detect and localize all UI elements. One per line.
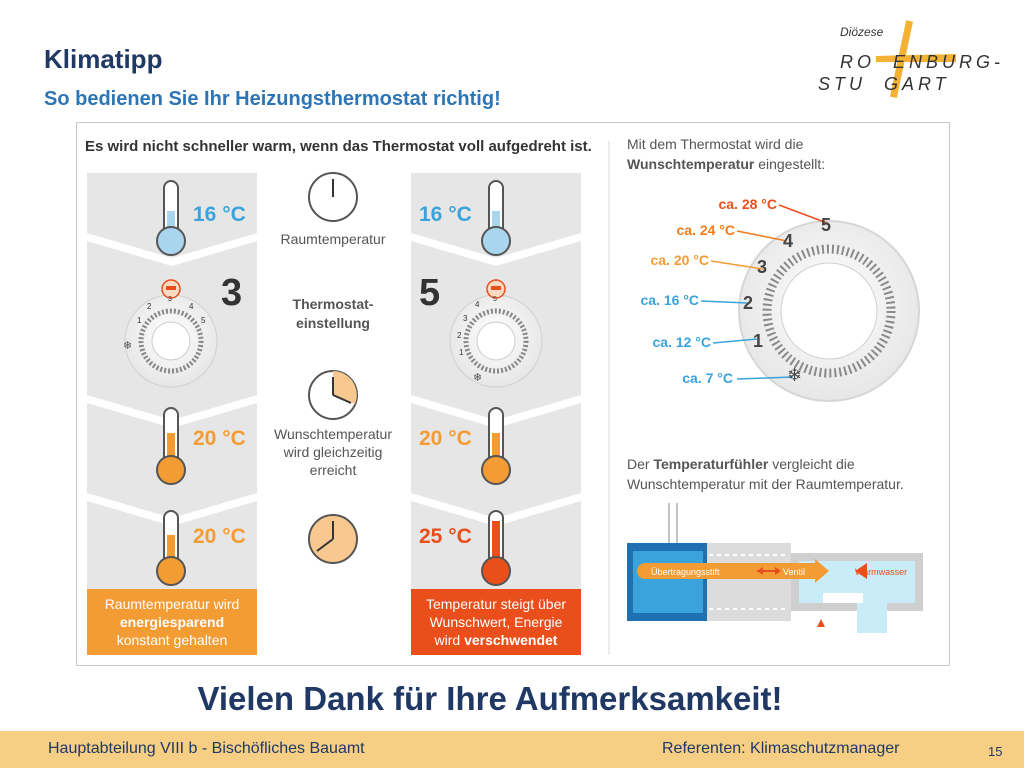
dial-number-4: 4 (783, 231, 793, 251)
diocese-logo: Diözese RO ENBURG- STU GART (818, 20, 1004, 98)
right-result-line1: Temperatur steigt über (426, 596, 566, 612)
right-setting-number: 5 (419, 272, 440, 314)
thank-you-message: Vielen Dank für Ihre Aufmerksamkeit! (197, 680, 783, 717)
dial-number-1: 1 (753, 331, 763, 351)
svg-text:4: 4 (475, 300, 480, 309)
left-result-line2: energiesparend (120, 614, 224, 630)
dial-number-2: 2 (743, 293, 753, 313)
right-temp-bottom: 25 °C (419, 525, 472, 548)
left-temp-bottom: 20 °C (193, 525, 246, 548)
label-target-1: Wunschtemperatur (274, 426, 392, 442)
right-thermometer-top (481, 180, 511, 256)
left-temp-top: 16 °C (193, 203, 246, 226)
svg-text:❄: ❄ (123, 340, 132, 352)
right-temp-mid: 20 °C (419, 427, 472, 450)
slide-title: Klimatipp (44, 44, 163, 74)
right-result-box (411, 589, 581, 655)
level-label-16: ca. 16 °C (640, 292, 699, 308)
dial-number-5: 5 (821, 215, 831, 235)
label-target-2: wird gleichzeitig (283, 444, 383, 460)
label-transfer-pin: Übertragungsstift (651, 567, 720, 577)
clock-icon-target (308, 370, 358, 420)
left-temp-mid: 20 °C (193, 427, 246, 450)
svg-text:❄: ❄ (473, 372, 482, 384)
logo-line2: RO ENBURG- (840, 52, 1004, 72)
large-thermostat-dial (738, 220, 920, 402)
right-result-line3: wird verschwendet (434, 632, 558, 648)
right-thermometer-mid (481, 407, 511, 485)
level-label-7: ca. 7 °C (682, 370, 733, 386)
left-thermometer-mid (156, 407, 186, 485)
footer-speakers: Referenten: Klimaschutzmanager (662, 740, 900, 757)
label-room-temp: Raumtemperatur (280, 231, 385, 247)
dial-intro-line1: Mit dem Thermostat wird die (627, 136, 804, 152)
level-label-12: ca. 12 °C (652, 334, 711, 350)
svg-text:4: 4 (189, 302, 194, 311)
right-result-line2: Wunschwert, Energie (430, 614, 563, 630)
level-label-20: ca. 20 °C (650, 252, 709, 268)
level-label-24: ca. 24 °C (676, 222, 735, 238)
label-setting-2: einstellung (296, 315, 370, 331)
label-target-3: erreicht (310, 462, 357, 478)
thermostat-infographic: Es wird nicht schneller warm, wenn das T… (76, 122, 950, 666)
page-number: 15 (988, 744, 1003, 759)
left-setting-number: 3 (221, 272, 242, 314)
right-thermostat-dial: 5 1 2 3 4 ❄ (449, 279, 543, 388)
svg-text:2: 2 (457, 331, 462, 340)
left-result-line3: konstant gehalten (117, 632, 228, 648)
right-thermometer-bottom (481, 510, 511, 586)
sensor-valve-diagram (627, 503, 923, 633)
svg-text:5: 5 (201, 316, 206, 325)
slide-subtitle: So bedienen Sie Ihr Heizungsthermostat r… (44, 88, 501, 110)
level-label-28: ca. 28 °C (718, 196, 777, 212)
label-valve: Ventil (783, 567, 805, 577)
left-thermometer-bottom (156, 510, 186, 586)
snowflake-icon: ❄ (787, 365, 802, 385)
svg-text:3: 3 (168, 296, 172, 303)
left-thermostat-dial: 3 1 2 4 5 ❄ (123, 279, 218, 388)
logo-line3: STU GART (818, 74, 950, 94)
left-result-box (87, 589, 257, 655)
svg-text:1: 1 (459, 348, 464, 357)
sensor-line2: Wunschtemperatur mit der Raumtemperatur. (627, 476, 904, 492)
svg-text:2: 2 (147, 302, 152, 311)
left-thermometer-top (156, 180, 186, 256)
logo-line1: Diözese (840, 25, 884, 39)
label-hot-water: Warmwasser (855, 567, 907, 577)
right-temp-top: 16 °C (419, 203, 472, 226)
svg-text:1: 1 (137, 316, 142, 325)
clock-icon-full (308, 514, 358, 564)
label-setting-1: Thermostat- (293, 296, 374, 312)
footer-department: Hauptabteilung VIII b - Bischöfliches Ba… (48, 740, 365, 757)
svg-text:3: 3 (463, 314, 468, 323)
footer-bar: Hauptabteilung VIII b - Bischöfliches Ba… (0, 731, 1024, 768)
temperature-levels: ca. 28 °C ca. 24 °C ca. 20 °C ca. 16 °C … (640, 196, 831, 386)
dial-intro-line2: Wunschtemperatur eingestellt: (627, 156, 825, 172)
infographic-canvas: Es wird nicht schneller warm, wenn das T… (85, 136, 923, 655)
left-result-line1: Raumtemperatur wird (105, 596, 240, 612)
sensor-line1: Der Temperaturfühler vergleicht die (627, 456, 855, 472)
dial-number-3: 3 (757, 257, 767, 277)
clock-icon-room (308, 172, 358, 222)
infographic-headline: Es wird nicht schneller warm, wenn das T… (85, 138, 592, 155)
svg-text:5: 5 (493, 296, 497, 303)
